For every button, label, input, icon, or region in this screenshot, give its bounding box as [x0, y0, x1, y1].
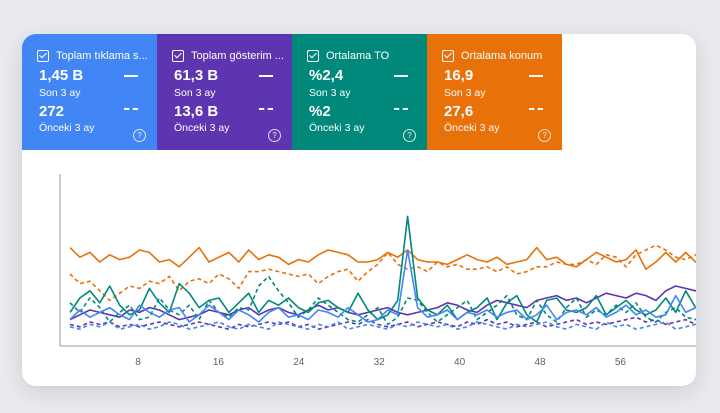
series-line [69, 275, 696, 326]
metric-tab-ctr[interactable]: Ortalama TO %2,4 Son 3 ay %2 Önceki 3 ay… [292, 34, 427, 150]
metric-tab-header: Toplam gösterim ... [172, 50, 286, 62]
metric-previous-value: 27,6 [444, 103, 474, 120]
metric-current-label: Son 3 ay [309, 87, 351, 99]
series-line [69, 244, 696, 302]
metric-tab-impressions[interactable]: Toplam gösterim ... 61,3 B Son 3 ay 13,6… [157, 34, 292, 150]
solid-line-legend-icon [529, 75, 543, 77]
help-icon[interactable]: ? [268, 129, 281, 142]
metric-tab-header: Ortalama TO [307, 50, 421, 62]
metric-current-value: 16,9 [444, 67, 474, 84]
metric-previous-value: 13,6 B [174, 103, 219, 120]
help-icon[interactable]: ? [538, 129, 551, 142]
series-line [69, 285, 696, 321]
x-tick-label: 8 [135, 357, 141, 368]
solid-line-legend-icon [124, 75, 138, 77]
dashed-line-legend-icon [124, 108, 138, 110]
metric-tab-clicks[interactable]: Toplam tıklama s... 1,45 B Son 3 ay 272 … [22, 34, 157, 150]
series-line [69, 215, 696, 323]
x-tick-label: 24 [293, 357, 305, 368]
line-chart: 81624324048566 [59, 174, 696, 368]
series-layer [69, 215, 696, 331]
checkbox-icon[interactable] [172, 50, 184, 62]
x-tick-label: 48 [534, 357, 546, 368]
help-icon[interactable]: ? [403, 129, 416, 142]
metric-previous-value: 272 [39, 103, 65, 120]
metric-tab-position[interactable]: Ortalama konum 16,9 Son 3 ay 27,6 Önceki… [427, 34, 562, 150]
metric-current-value: %2,4 [309, 67, 344, 84]
metric-previous-label: Önceki 3 ay [174, 122, 230, 134]
dashed-line-legend-icon [259, 108, 273, 110]
solid-line-legend-icon [259, 75, 273, 77]
checkbox-icon[interactable] [37, 50, 49, 62]
metric-current-label: Son 3 ay [444, 87, 486, 99]
x-tick-label: 40 [454, 357, 466, 368]
x-tick-label: 32 [374, 357, 386, 368]
metric-current-label: Son 3 ay [39, 87, 81, 99]
metric-tab-header: Toplam tıklama s... [37, 50, 151, 62]
series-line [69, 246, 696, 270]
x-tick-label: 16 [213, 357, 225, 368]
solid-line-legend-icon [394, 75, 408, 77]
metric-previous-label: Önceki 3 ay [444, 122, 500, 134]
performance-card: Toplam tıklama s... 1,45 B Son 3 ay 272 … [22, 34, 696, 386]
x-tick-labels: 81624324048566 [135, 357, 627, 368]
metric-tabs: Toplam tıklama s... 1,45 B Son 3 ay 272 … [22, 34, 562, 150]
dashed-line-legend-icon [529, 108, 543, 110]
metric-current-label: Son 3 ay [174, 87, 216, 99]
metric-current-value: 1,45 B [39, 67, 84, 84]
metric-previous-label: Önceki 3 ay [309, 122, 365, 134]
metric-tab-header: Ortalama konum [442, 50, 556, 62]
dashed-line-legend-icon [394, 108, 408, 110]
metric-previous-label: Önceki 3 ay [39, 122, 95, 134]
series-line [69, 249, 696, 323]
metric-current-value: 61,3 B [174, 67, 219, 84]
help-icon[interactable]: ? [133, 129, 146, 142]
checkbox-icon[interactable] [307, 50, 319, 62]
x-tick-label: 56 [615, 357, 627, 368]
series-line [69, 321, 696, 331]
metric-previous-value: %2 [309, 103, 331, 120]
checkbox-icon[interactable] [442, 50, 454, 62]
